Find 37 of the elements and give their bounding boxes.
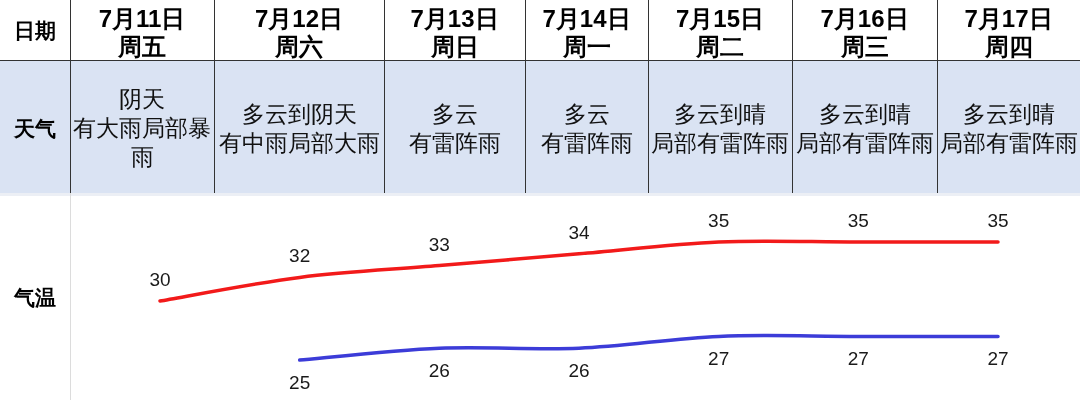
x-tick-label: 7月12日周六 bbox=[254, 5, 344, 60]
text: 局部有雷阵雨 bbox=[939, 129, 1078, 156]
x-tick-label: 7月13日周日 bbox=[410, 5, 499, 60]
data-label: 35 bbox=[987, 210, 1009, 231]
text: 有雷阵雨 bbox=[408, 129, 501, 156]
x-tick-label: 7月14日周一 bbox=[542, 5, 631, 60]
data-label: 35 bbox=[708, 210, 730, 231]
data-label: 26 bbox=[428, 360, 450, 382]
text: 局部有雷阵雨 bbox=[651, 129, 789, 156]
text: 多云到晴 bbox=[962, 100, 1055, 127]
text: 天气 bbox=[13, 116, 56, 140]
data-label: 33 bbox=[428, 233, 450, 255]
text: 有大雨局部暴雨 bbox=[73, 115, 211, 171]
text: 有雷阵雨 bbox=[540, 129, 633, 156]
text: 多云到晴 bbox=[818, 100, 911, 127]
text: 多云到阴天 bbox=[241, 100, 357, 127]
data-label: 27 bbox=[708, 348, 730, 370]
x-tick-label: 7月17日周四 bbox=[964, 5, 1053, 60]
x-tick-label: 7月16日周三 bbox=[820, 5, 909, 60]
text: 多云 bbox=[431, 100, 478, 127]
text: 有中雨局部大雨 bbox=[218, 129, 380, 156]
x-tick-label: 7月11日周五 bbox=[98, 5, 186, 60]
data-label: 26 bbox=[568, 360, 590, 382]
text: 多云到晴 bbox=[674, 100, 766, 127]
data-label: 25 bbox=[289, 372, 311, 393]
data-label: 27 bbox=[987, 348, 1009, 370]
x-axis-title: 日期 bbox=[14, 19, 56, 42]
data-label: 34 bbox=[568, 221, 590, 243]
text: 多云 bbox=[563, 100, 610, 127]
x-tick-label: 7月15日周二 bbox=[675, 5, 765, 60]
data-label: 35 bbox=[847, 210, 869, 231]
data-label: 32 bbox=[289, 245, 311, 267]
text: 阴天 bbox=[119, 86, 165, 113]
y-axis-title: 气温 bbox=[13, 285, 56, 309]
text: 局部有雷阵雨 bbox=[795, 129, 934, 156]
data-label: 27 bbox=[847, 348, 869, 370]
data-label: 30 bbox=[149, 269, 171, 290]
